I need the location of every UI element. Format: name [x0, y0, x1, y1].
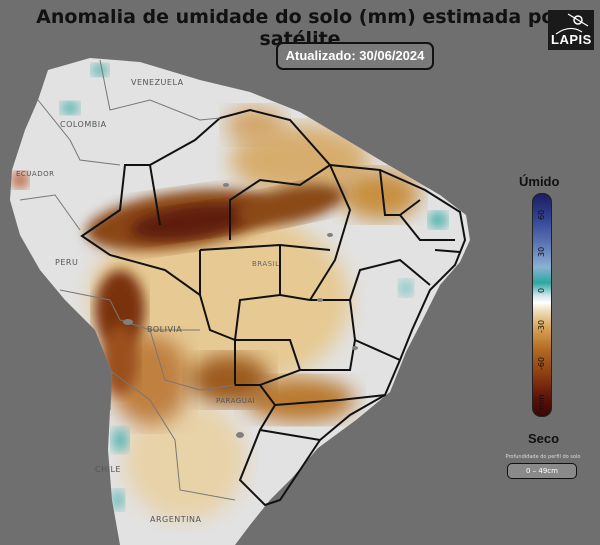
depth-title: Profundidade do perfil do solo: [505, 454, 581, 460]
label-argentina: ARGENTINA: [150, 515, 202, 524]
label-brasil: BRASIL: [252, 260, 280, 268]
legend-colorbar: [532, 193, 552, 417]
label-chile: CHILE: [95, 465, 121, 474]
legend-dry-label: Seco: [528, 431, 560, 446]
legend-wet-label: Úmido: [519, 174, 560, 189]
logo-text: LAPIS: [551, 32, 592, 47]
updated-date-badge: Atualizado: 30/06/2024: [276, 42, 434, 70]
label-venezuela: VENEZUELA: [131, 78, 184, 87]
country-borders: [19, 59, 236, 501]
label-ecuador: ECUADOR: [16, 170, 55, 178]
label-bolivia: BOLIVIA: [147, 325, 183, 334]
legend-tick-30: 30: [537, 246, 546, 257]
label-paraguay: PARAGUAI: [216, 397, 256, 405]
label-peru: PERU: [55, 258, 79, 267]
legend-tick-0: 0: [537, 287, 546, 293]
satellite-icon: [555, 13, 589, 35]
legend-unit-mm: mm: [537, 394, 546, 410]
brazil-states-borders: [80, 108, 467, 507]
legend-tick-minus-60: -60: [537, 356, 546, 370]
legend-tick-60: 60: [537, 209, 546, 220]
legend-tick-minus-30: -30: [537, 319, 546, 333]
depth-value-badge: 0 – 49cm: [507, 463, 577, 479]
water-bodies: [123, 183, 358, 438]
lapis-logo: LAPIS: [548, 10, 594, 50]
label-colombia: COLOMBIA: [60, 120, 107, 129]
anomaly-field: [12, 64, 447, 520]
